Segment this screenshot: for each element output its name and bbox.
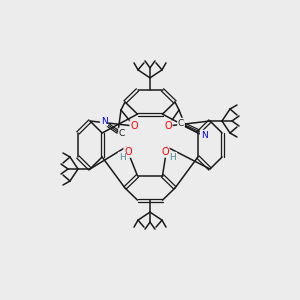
Text: N: N [100, 116, 107, 125]
Text: H: H [118, 152, 125, 161]
Text: O: O [124, 147, 132, 157]
Text: N: N [201, 130, 207, 140]
Text: O: O [130, 121, 138, 131]
Text: O: O [161, 147, 169, 157]
Text: O: O [164, 121, 172, 131]
Text: C: C [119, 128, 125, 137]
Text: H: H [169, 152, 176, 161]
Text: C: C [178, 118, 184, 127]
